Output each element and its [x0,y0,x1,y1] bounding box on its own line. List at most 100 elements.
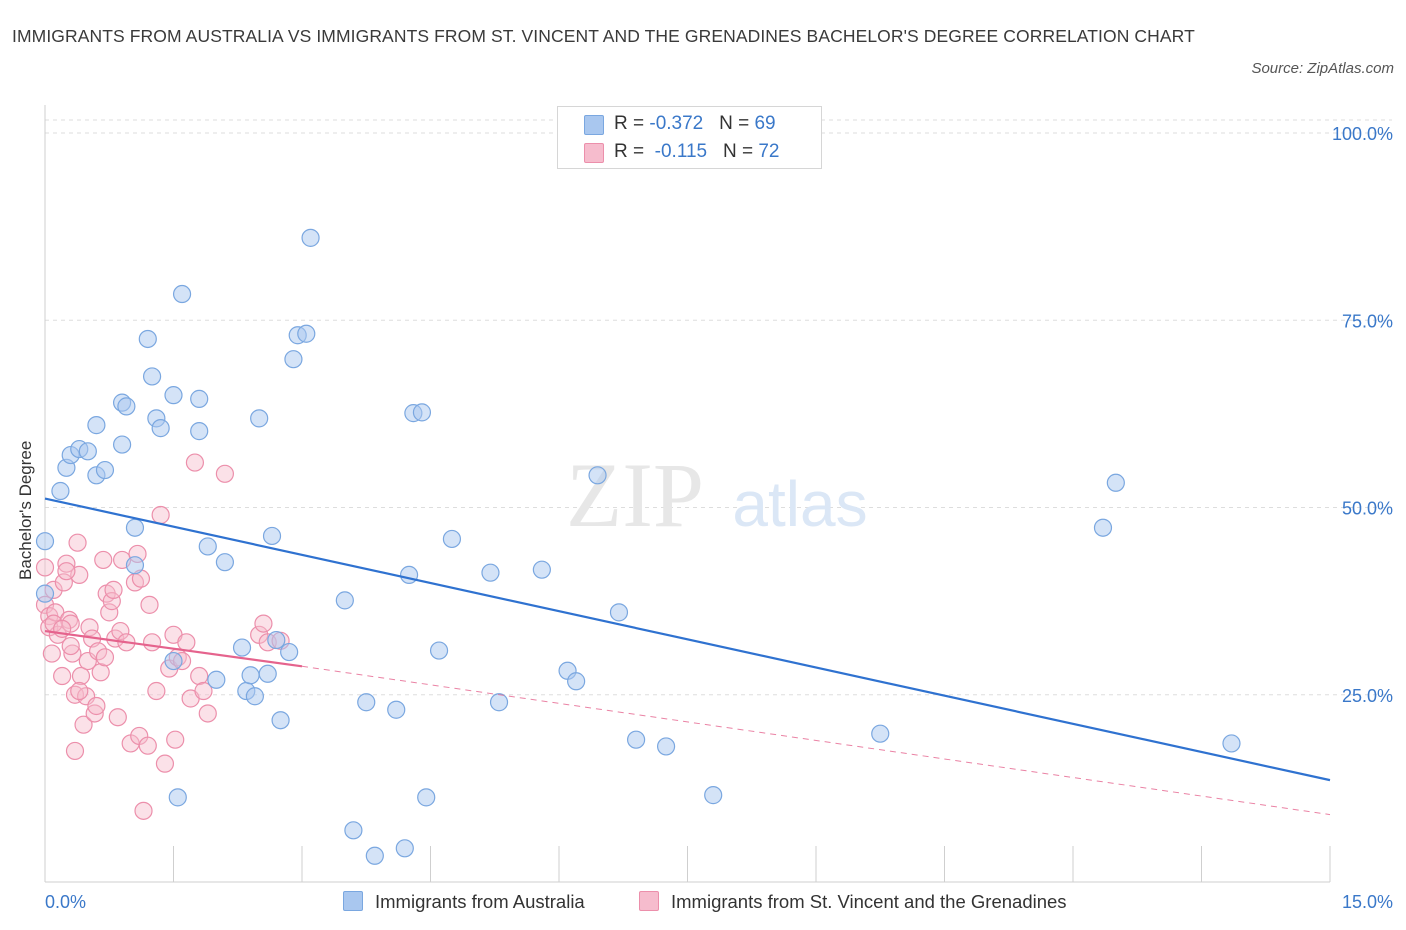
data-point-stvincent [215,464,234,483]
data-point-australia [297,324,316,343]
data-point-australia [609,603,629,622]
data-point-stvincent [57,562,76,581]
data-point-stvincent [102,592,121,611]
legend-swatch-australia [343,891,363,911]
data-point-stvincent [190,666,209,686]
data-point-australia [532,560,551,579]
data-point-australia [164,386,183,405]
data-point-australia [35,532,55,551]
legend-item-australia: Immigrants from Australia [343,890,585,914]
data-point-australia [245,687,264,706]
y-tick-label: 100.0% [1332,124,1393,144]
data-point-australia [142,367,162,386]
legend-n-value-stvincent: 72 [758,141,780,162]
legend-n-value-australia: 69 [754,113,776,134]
legend-r-label: R = [614,113,650,134]
data-point-stvincent [89,642,108,661]
data-point-australia [112,435,132,454]
y-tick-label: 25.0% [1342,686,1393,706]
data-point-australia [51,481,70,501]
data-point-stvincent [70,681,89,701]
data-point-stvincent [108,708,127,727]
data-point-australia [117,397,136,416]
data-point-australia [190,422,209,441]
data-point-australia [95,460,115,480]
data-point-australia [138,329,157,349]
data-point-australia [1222,734,1241,753]
data-point-australia [207,670,226,689]
data-point-stvincent [85,704,104,723]
data-point-australia [271,711,290,730]
data-point-stvincent [68,533,87,552]
data-point-australia [567,672,586,691]
data-point-stvincent [194,681,213,701]
legend-row-stvincent: R = -0.115 N = 72 [584,140,779,164]
legend-swatch-stvincent [584,143,604,163]
data-point-australia [164,651,183,671]
y-axis-label: Bachelor's Degree [16,440,35,580]
data-point-australia [125,556,145,575]
data-point-australia [656,737,676,756]
data-point-stvincent [198,704,217,723]
data-point-australia [626,730,646,749]
legend-r-value-stvincent: -0.115 [654,141,708,162]
data-point-australia [417,788,436,807]
data-point-australia [125,518,145,537]
data-point-australia [250,409,269,428]
data-point-australia [262,526,282,546]
data-point-stvincent [95,648,115,667]
trend-line-stvincent-extension [301,665,1331,816]
data-point-stvincent [151,505,170,525]
data-point-stvincent [42,644,61,663]
data-point-stvincent [46,603,65,622]
data-point-australia [871,724,890,743]
data-point-australia [280,642,299,662]
data-point-stvincent [94,550,113,570]
legend-swatch-australia [584,115,604,135]
data-point-stvincent [35,558,55,577]
legend-n-label: N = [719,113,755,134]
legend-item-stvincent: Immigrants from St. Vincent and the Gren… [639,890,1067,914]
data-point-australia [232,638,252,657]
watermark-atlas: atlas [732,468,867,540]
x-tick-label-left: 0.0% [45,892,86,912]
data-point-stvincent [134,801,153,820]
watermark-zip: ZIP [566,444,704,546]
data-point-australia [365,846,384,865]
data-point-stvincent [142,633,162,652]
data-point-australia [429,641,449,660]
data-point-australia [78,442,97,461]
source-note: Source: ZipAtlas.com [1251,60,1394,77]
trend-line-australia [44,497,1331,782]
data-point-stvincent [53,666,72,686]
data-point-stvincent [140,595,159,614]
data-point-stvincent [71,666,91,686]
data-point-stvincent [155,754,175,773]
data-point-stvincent [138,736,157,755]
data-point-australia [190,389,209,408]
legend-swatch-stvincent [639,891,659,911]
grid-lines [45,119,1392,696]
data-point-stvincent [177,633,196,652]
correlation-legend: R = -0.372 N = 69 R = -0.115 N = 72 [557,106,822,169]
legend-r-value-australia: -0.372 [649,113,704,134]
data-point-stvincent [87,696,106,716]
data-point-australia [357,693,376,712]
data-point-stvincent [63,644,82,663]
data-point-stvincent [65,741,85,761]
data-point-stvincent [74,715,93,734]
data-point-australia [399,565,419,585]
data-point-australia [215,553,234,572]
tick-labels: 25.0% 50.0% 75.0% 100.0% 0.0% 15.0% [45,124,1393,912]
data-point-stvincent [104,580,123,599]
data-point-australia [198,537,217,556]
data-point-australia [258,664,277,683]
x-tick-label-right: 15.0% [1342,892,1393,912]
data-point-stvincent [100,603,119,622]
data-point-australia [284,350,303,369]
data-point-australia [588,466,607,485]
series-australia-points [35,228,1241,865]
data-point-australia [267,630,286,650]
data-point-stvincent [91,663,110,682]
axes [44,105,1331,883]
